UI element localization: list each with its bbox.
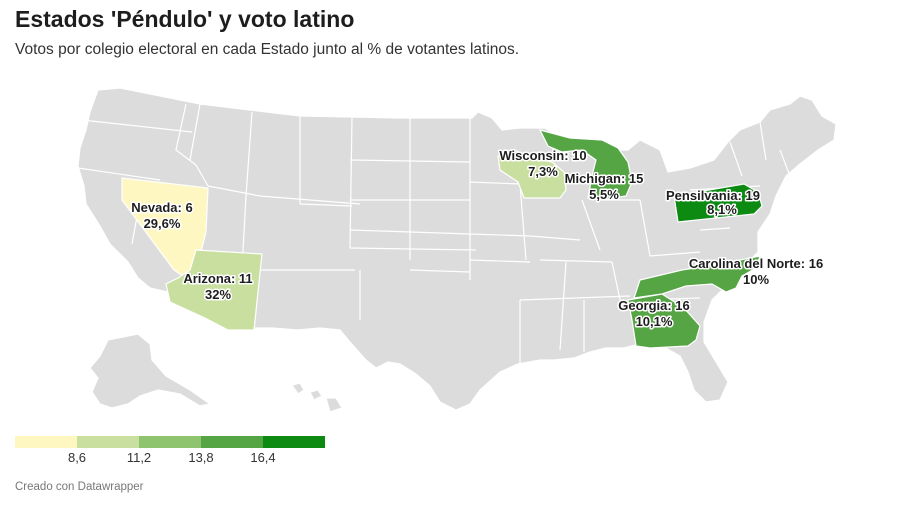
state-pennsylvania[interactable]: [673, 183, 763, 223]
legend-swatch-5: [263, 436, 325, 448]
legend-tick-1: 8,6: [67, 450, 87, 465]
state-borders: [77, 103, 791, 364]
label-arizona-votes: Arizona: 11: [183, 271, 252, 286]
legend-swatch-4: [201, 436, 263, 448]
legend-swatch-1: [15, 436, 77, 448]
label-michigan-votes: Michigan: 15: [565, 171, 644, 186]
state-georgia[interactable]: [627, 293, 701, 349]
label-pennsylvania-pct: 8,1%: [707, 202, 737, 217]
chart-title: Estados 'Péndulo' y voto latino: [15, 6, 355, 32]
legend-tick-4: 16,4: [250, 450, 276, 465]
state-michigan[interactable]: [538, 129, 633, 201]
label-wisconsin-votes: Wisconsin: 10: [499, 148, 586, 163]
label-pennsylvania-votes: Pensilvania: 19: [666, 188, 760, 203]
swing-states: [121, 129, 763, 349]
state-labels: Nevada: 6 29,6% Arizona: 11 32% Wisconsi…: [130, 147, 825, 331]
legend-swatch-2: [77, 436, 139, 448]
legend-tick-2: 11,2: [126, 450, 152, 465]
state-arizona[interactable]: [165, 249, 263, 331]
label-nevada-pct: 29,6%: [144, 216, 181, 231]
alaska: [89, 333, 212, 409]
state-wisconsin[interactable]: [497, 149, 567, 199]
label-georgia-votes: Georgia: 16: [618, 298, 690, 313]
label-arizona-pct: 32%: [205, 287, 231, 302]
legend-swatch-3: [139, 436, 201, 448]
label-nevada-votes: Nevada: 6: [131, 200, 192, 215]
credit-text: Creado con Datawrapper: [15, 481, 144, 493]
label-north-carolina-votes: Carolina del Norte: 16: [689, 256, 823, 271]
label-georgia-pct: 10,1%: [636, 314, 673, 329]
hawaii: [291, 382, 343, 413]
label-wisconsin-pct: 7,3%: [528, 164, 558, 179]
label-michigan-pct: 5,5%: [589, 187, 619, 202]
legend-tick-3: 13,8: [188, 450, 214, 465]
color-legend: 8,6 11,2 13,8 16,4: [15, 436, 325, 476]
chart-subtitle: Votos por colegio electoral en cada Esta…: [15, 41, 520, 58]
label-north-carolina-pct: 10%: [743, 272, 769, 287]
